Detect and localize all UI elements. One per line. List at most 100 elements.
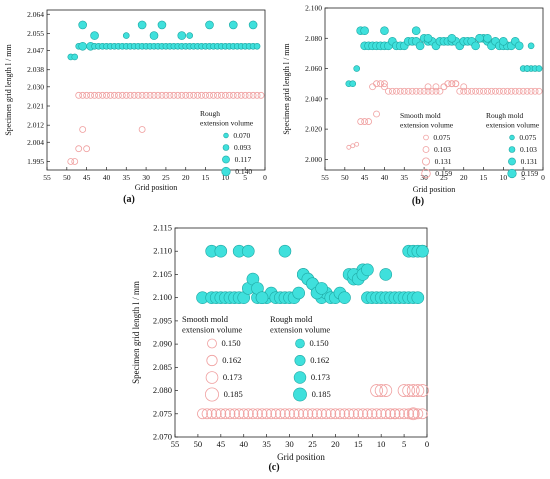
data-point (339, 408, 350, 420)
data-point (114, 91, 122, 99)
data-point (215, 408, 227, 420)
legend-label: 0.070 (233, 131, 250, 140)
data-point (480, 87, 487, 95)
data-point (408, 87, 416, 95)
data-point (233, 91, 241, 99)
y-tick-label: 1.995 (27, 157, 44, 166)
data-point (142, 91, 150, 99)
data-point (219, 408, 231, 420)
data-point (373, 110, 380, 118)
legend-title: extension volume (200, 119, 254, 128)
data-point (202, 91, 209, 99)
data-point (456, 87, 464, 95)
chart-panel-c: 55 50 45 40 35 30 25 20 15 10 5 02.0702.0752.0802.0… (131, 223, 429, 474)
x-tick-label: 15 (480, 173, 488, 182)
y-tick-label: 2.012 (27, 121, 44, 130)
data-point (334, 408, 346, 420)
data-point (138, 126, 146, 133)
data-point (210, 91, 217, 99)
x-tick-label: 30 (285, 439, 294, 449)
x-axis-label: Grid position (277, 452, 325, 462)
data-point (78, 20, 87, 30)
data-point (302, 408, 314, 420)
legend-title: extension volume (270, 325, 330, 335)
data-point (404, 87, 412, 95)
data-point (531, 87, 539, 95)
data-point (99, 91, 106, 99)
data-point (78, 41, 87, 51)
data-point (288, 408, 300, 420)
data-point (67, 158, 75, 165)
data-point (242, 408, 254, 420)
x-tick-label: 10 (377, 439, 386, 449)
legend-marker (295, 338, 305, 349)
data-point (174, 91, 182, 99)
data-point (350, 143, 356, 149)
data-point (424, 87, 432, 95)
data-point (432, 83, 440, 91)
data-point (214, 244, 228, 258)
x-tick-label: 35 (401, 173, 409, 182)
data-point (475, 33, 484, 43)
data-point (432, 87, 440, 95)
legend-title: extension volume (182, 325, 242, 335)
data-point (416, 384, 429, 397)
data-point (256, 408, 268, 420)
x-tick-label: 5 (402, 439, 406, 449)
y-tick-label: 2.060 (305, 64, 322, 73)
legend-label: 0.185 (224, 389, 243, 399)
data-point (484, 87, 491, 95)
data-point (201, 408, 213, 420)
data-point (229, 408, 240, 420)
data-point (138, 91, 146, 99)
data-point (511, 87, 519, 95)
legend-title: Smooth mold (182, 314, 229, 324)
y-tick-label: 2.095 (153, 315, 172, 325)
x-tick-label: 55 (171, 439, 180, 449)
data-point (361, 118, 369, 125)
legend-marker (205, 371, 219, 384)
data-point (406, 407, 420, 421)
data-point (436, 87, 444, 95)
data-point (293, 408, 305, 420)
x-tick-label: 45 (217, 439, 226, 449)
data-point (411, 384, 425, 397)
data-point (407, 408, 419, 420)
legend-label: 0.131 (521, 157, 538, 166)
data-point (122, 32, 130, 39)
data-point (379, 384, 393, 397)
data-point (471, 41, 480, 51)
data-point (157, 20, 167, 30)
data-point (75, 91, 83, 99)
data-point (90, 31, 99, 40)
data-point (338, 291, 351, 304)
data-point (381, 80, 388, 88)
data-point (253, 42, 261, 50)
data-point (448, 80, 456, 88)
legend-marker (293, 371, 307, 384)
y-tick-label: 2.070 (153, 432, 172, 442)
y-tick-label: 2.064 (27, 10, 44, 19)
data-point (447, 33, 457, 43)
legend-title: Rough mold (270, 314, 313, 324)
data-point (238, 408, 250, 420)
data-point (126, 91, 134, 99)
y-tick-label: 2.047 (27, 46, 44, 55)
y-tick-label: 2.000 (305, 155, 322, 164)
data-point (373, 80, 380, 88)
data-point (411, 291, 425, 304)
data-point (265, 408, 277, 420)
data-point (362, 408, 373, 420)
data-point (411, 26, 421, 36)
y-tick-label: 2.004 (27, 138, 44, 147)
data-point (229, 91, 237, 99)
legend-marker (422, 146, 430, 153)
data-point (134, 91, 142, 99)
legend-label: 0.162 (310, 355, 329, 365)
data-point (158, 91, 166, 99)
legend-label: 0.173 (223, 372, 242, 382)
data-point (415, 41, 425, 51)
data-point (248, 20, 258, 30)
y-tick-label: 2.020 (305, 125, 322, 134)
